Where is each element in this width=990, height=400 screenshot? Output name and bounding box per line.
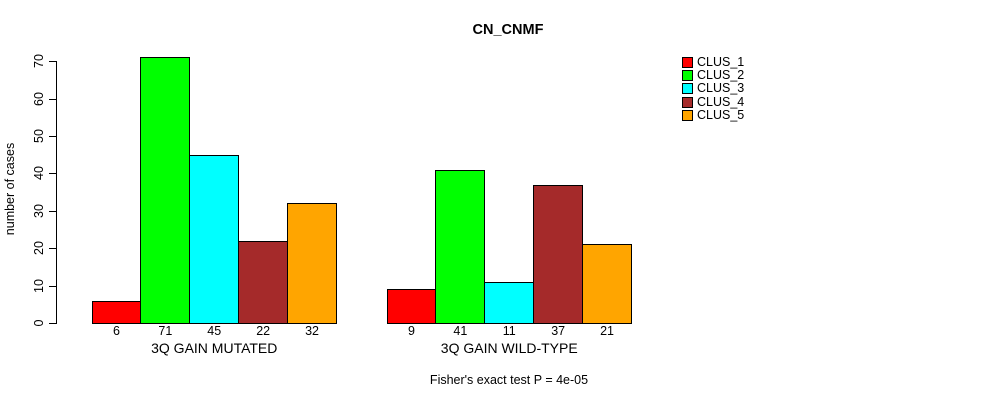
bar-value-label: 21 xyxy=(600,324,614,338)
bar-clus_5 xyxy=(582,244,632,324)
group-label: 3Q GAIN WILD-TYPE xyxy=(440,340,578,356)
chart-title: CN_CNMF xyxy=(472,22,544,38)
legend-label-clus_5: CLUS_5 xyxy=(697,108,745,122)
bar-clus_2 xyxy=(140,57,190,324)
y-axis-tick-label: 40 xyxy=(32,166,46,180)
y-axis-tick xyxy=(49,211,56,212)
bar-value-label: 9 xyxy=(407,324,415,338)
y-axis-tick-label: 60 xyxy=(32,92,46,106)
bar-value-label: 71 xyxy=(158,324,173,338)
y-axis-tick-label: 20 xyxy=(32,241,46,255)
bar-value-label: 45 xyxy=(207,324,222,338)
bar-clus_2 xyxy=(435,170,485,324)
bar-value-label: 11 xyxy=(502,324,516,338)
bar-clus_3 xyxy=(189,155,239,324)
bar-value-label: 32 xyxy=(305,324,319,338)
bar-clus_4 xyxy=(238,241,288,324)
bar-value-label: 6 xyxy=(112,324,120,338)
bar-value-label: 41 xyxy=(453,324,468,338)
legend-swatch-clus_5 xyxy=(682,110,693,121)
y-axis-tick xyxy=(49,61,56,62)
y-axis-line xyxy=(56,61,57,324)
y-axis-tick xyxy=(49,323,56,324)
y-axis-tick-label: 50 xyxy=(32,129,46,143)
bar-clus_3 xyxy=(484,282,534,324)
y-axis-tick xyxy=(49,173,56,174)
bar-value-label: 22 xyxy=(256,324,271,338)
legend-label-clus_2: CLUS_2 xyxy=(697,68,745,82)
bar-clus_5 xyxy=(287,203,337,324)
legend-label-clus_4: CLUS_4 xyxy=(697,95,745,109)
legend-swatch-clus_4 xyxy=(682,97,693,108)
legend-swatch-clus_1 xyxy=(682,57,693,68)
y-axis-tick-label: 0 xyxy=(32,319,46,327)
y-axis-tick xyxy=(49,248,56,249)
y-axis-tick-label: 10 xyxy=(32,279,46,293)
legend-label-clus_3: CLUS_3 xyxy=(697,81,745,95)
y-axis-tick-label: 70 xyxy=(32,54,46,68)
footer-note: Fisher's exact test P = 4e-05 xyxy=(429,373,589,387)
legend-swatch-clus_3 xyxy=(682,83,693,94)
y-axis-tick-label: 30 xyxy=(32,204,46,218)
legend-swatch-clus_2 xyxy=(682,70,693,81)
bar-value-label: 37 xyxy=(551,324,566,338)
legend-label-clus_1: CLUS_1 xyxy=(697,55,745,69)
y-axis-tick xyxy=(49,136,56,137)
group-label: 3Q GAIN MUTATED xyxy=(151,340,278,356)
y-axis-label: number of cases xyxy=(3,142,17,236)
y-axis-tick xyxy=(49,286,56,287)
bar-clus_1 xyxy=(92,301,141,324)
bar-clus_1 xyxy=(387,289,436,324)
y-axis-tick xyxy=(49,99,56,100)
bar-clus_4 xyxy=(533,185,583,324)
